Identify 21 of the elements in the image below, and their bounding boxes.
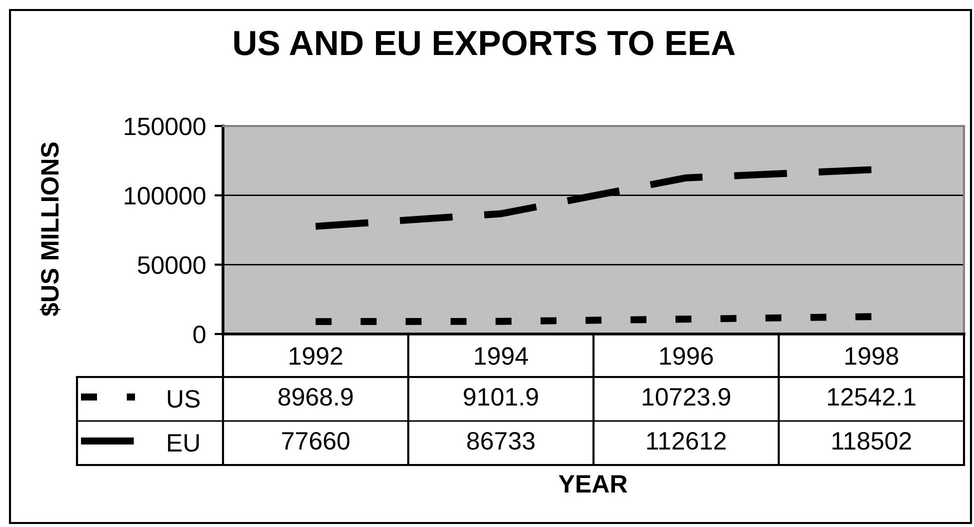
y-tick-label: 50000 [138,256,206,274]
data-label: 118502 [832,432,911,450]
x-tick-label: 1994 [474,347,528,365]
legend-label: US [168,390,200,408]
legend-label: EU [168,434,199,452]
data-label: 112612 [647,432,726,450]
data-label: 9101.9 [464,388,538,406]
data-label: 86733 [467,432,535,450]
x-tick-label: 1998 [845,347,898,365]
chart-title: US AND EU EXPORTS TO EEA [234,30,735,56]
data-label: 8968.9 [278,388,353,406]
y-axis-title: $US MILLIONS [40,142,60,316]
y-tick-label: 0 [193,326,206,344]
x-tick-label: 1992 [290,347,342,365]
x-axis-title: YEAR [558,475,628,492]
data-label: 77660 [282,432,350,450]
y-tick-label: 100000 [124,186,206,205]
data-label: 10723.9 [642,388,730,406]
y-tick-label: 150000 [124,118,206,136]
x-tick-label: 1996 [660,347,713,365]
data-label: 12542.1 [828,388,916,406]
